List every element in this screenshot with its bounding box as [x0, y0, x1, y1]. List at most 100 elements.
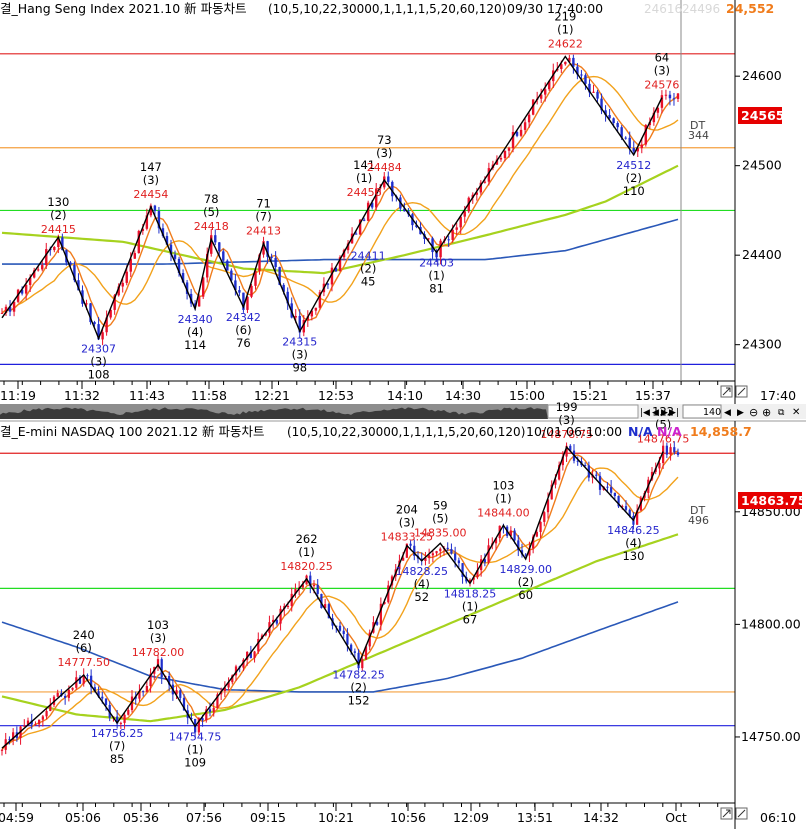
pivot-wave: (3): [376, 146, 392, 160]
pivot-value: 24403: [419, 256, 454, 269]
candle: [617, 495, 620, 508]
candle: [624, 136, 627, 140]
candle: [23, 719, 26, 727]
x-tick-label: 11:43: [129, 388, 165, 403]
candle: [210, 228, 213, 257]
candle: [0, 308, 4, 314]
scroll-last-icon[interactable]: ▶|: [669, 408, 679, 418]
pivot-count: 108: [88, 367, 110, 381]
pivot-count: 60: [518, 588, 533, 602]
hsi-dt-label: DT: [690, 119, 705, 132]
candle: [543, 511, 546, 527]
pivot-label: 14846.25(4)130: [607, 524, 660, 563]
candle: [8, 736, 11, 745]
pivot-count: 110: [623, 184, 645, 198]
zoom-in-icon[interactable]: ⊕: [762, 406, 771, 419]
nq-zigzag: [1, 445, 664, 749]
candle: [665, 442, 668, 458]
pivot-label: 141(1)24456: [347, 158, 382, 199]
candle: [127, 707, 130, 716]
pivot-wave: (3): [150, 631, 166, 645]
candle: [238, 285, 241, 297]
pivot-value: 14828.25: [395, 565, 448, 578]
nq-na-2: N/A: [657, 424, 682, 439]
pivot-label: 78(5)24418: [194, 192, 229, 233]
candle: [12, 301, 16, 317]
pivot-wave: (4): [625, 536, 641, 550]
candle: [242, 292, 245, 313]
hsi-last-price: 24565: [741, 108, 785, 123]
scrollbar-strip[interactable]: |◀ ◀ ▶ ▶| 140 ◀ ▶ ⊖ ⊕ ⧉ ✕: [0, 404, 806, 419]
pivot-value: 14878.75: [540, 428, 593, 441]
candle: [362, 217, 366, 222]
pivot-label: 14828.25(4)52: [395, 565, 448, 604]
nq-last-price: 14863.75: [741, 493, 806, 508]
pivot-label: 24512(2)110: [616, 159, 651, 198]
zoom-out-icon[interactable]: ⊖: [749, 406, 758, 419]
pivot-wave: (1): [298, 545, 314, 559]
candle: [673, 441, 676, 455]
candle: [668, 90, 672, 106]
restore-icon[interactable]: ⧉: [778, 408, 785, 418]
y-tick-label: 14800.00: [741, 616, 801, 631]
pivot-wave: (3): [558, 413, 574, 427]
scroll-count-field[interactable]: [682, 404, 722, 419]
nq-title: 결_E-mini NASDAQ 100 2021.12 新 파동차트: [0, 424, 265, 439]
x-tick-label: 14:10: [387, 388, 423, 403]
pivot-label: 73(3)24484: [367, 133, 402, 174]
pivot-label: 204(3)14833.25: [381, 503, 434, 544]
nq-zoom-buttons[interactable]: [720, 807, 748, 820]
pivot-label: 24342(6)76: [226, 311, 261, 350]
candle: [669, 443, 672, 461]
pivot-wave: (6): [76, 641, 92, 655]
pivot-value: 24576: [644, 79, 679, 92]
pivot-value: 24418: [194, 220, 229, 233]
zoom-right-icon[interactable]: ▶: [737, 408, 744, 418]
candle: [274, 251, 277, 272]
close-icon[interactable]: ✕: [792, 407, 800, 418]
pivot-value: 24454: [133, 188, 168, 201]
candle: [216, 692, 219, 709]
candle: [24, 277, 28, 301]
pivot-count: 67: [463, 612, 478, 626]
candle: [346, 239, 350, 254]
pivot-wave: (7): [109, 739, 125, 753]
pivot-value: 24415: [41, 223, 76, 236]
candle: [539, 88, 543, 104]
candle: [78, 675, 82, 684]
x-tick-label: Oct: [665, 810, 687, 825]
ma10-line: [1, 450, 679, 751]
pivot-wave: (2): [518, 575, 534, 589]
ma120-line: [1, 601, 679, 693]
pivot-label: 24340(4)114: [178, 313, 213, 352]
candle: [38, 719, 41, 728]
candle: [503, 150, 507, 162]
pivot-value: 24484: [367, 161, 402, 174]
scroll-prev-icon[interactable]: ◀: [652, 408, 659, 418]
candle: [515, 130, 519, 138]
pivot-wave: (1): [428, 268, 444, 282]
scroll-track[interactable]: [547, 404, 639, 419]
hsi-zoom-buttons[interactable]: [720, 385, 748, 398]
candle: [662, 440, 665, 469]
candle: [375, 183, 378, 211]
candle: [116, 710, 119, 729]
scroll-first-icon[interactable]: |◀: [640, 408, 650, 418]
candle: [89, 302, 92, 325]
candle: [314, 307, 318, 315]
candle: [358, 219, 362, 236]
candle: [246, 296, 249, 314]
hsi-zigzag: [1, 55, 663, 341]
candle: [342, 626, 345, 639]
hsi-pivot-labels: 130(2)2441524307(3)108147(3)2445424340(4…: [41, 9, 680, 381]
candle: [353, 648, 356, 658]
pivot-count: 103: [492, 478, 514, 492]
y-tick-label: 24400: [742, 247, 782, 262]
pivot-label: 219(1)24622: [548, 9, 583, 50]
zoom-left-icon[interactable]: ◀: [724, 408, 731, 418]
candle: [527, 112, 531, 128]
candle: [86, 673, 89, 680]
candle: [223, 681, 226, 698]
scroll-next-icon[interactable]: ▶: [661, 408, 668, 418]
candle: [97, 317, 100, 340]
